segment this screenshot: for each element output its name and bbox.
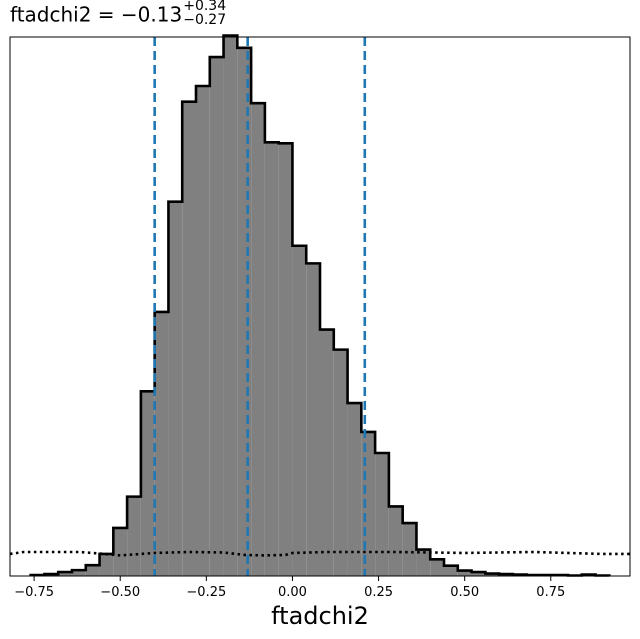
histogram-bar <box>223 35 238 576</box>
title-errors: +0.34 −0.27 <box>183 0 226 27</box>
histogram-bar <box>113 527 128 576</box>
histogram-bar <box>196 86 210 576</box>
title-err-minus: −0.27 <box>183 12 227 28</box>
x-tick-label: 0.25 <box>364 585 393 600</box>
histogram-bar <box>388 506 403 576</box>
title-equals: = <box>91 2 121 27</box>
histogram-bar <box>278 143 293 576</box>
histogram-bar <box>264 142 279 576</box>
x-tick-label: 0.50 <box>450 585 479 600</box>
title-param: ftadchi2 <box>10 2 92 27</box>
histogram-bar <box>168 201 183 576</box>
histogram-bar <box>430 559 444 576</box>
histogram-bar <box>361 431 376 576</box>
histogram-bar <box>471 572 486 576</box>
histogram-bar <box>292 245 307 577</box>
plot-frame <box>9 36 631 577</box>
histogram-bar <box>444 565 458 576</box>
histogram-bar <box>72 570 86 576</box>
title-err-plus: +0.34 <box>183 0 227 14</box>
histogram-bar <box>402 523 417 576</box>
x-tick-label: 0.00 <box>278 585 307 600</box>
title-median: −0.13 <box>120 2 183 27</box>
x-axis-ticks: −0.75 −0.50 −0.25 0.00 0.25 0.50 0.75 <box>14 576 565 600</box>
histogram-bar <box>85 565 100 576</box>
x-axis-label: ftadchi2 <box>271 602 369 630</box>
x-tick-label: −0.75 <box>14 585 54 600</box>
histogram-bar <box>375 453 389 576</box>
x-tick-label: −0.50 <box>100 585 140 600</box>
histogram-bar <box>99 553 114 576</box>
histogram-bar <box>457 570 472 576</box>
histogram-bar <box>251 103 265 577</box>
x-tick-label: 0.75 <box>536 585 565 600</box>
histogram-bars <box>29 34 611 577</box>
histogram-outline <box>29 34 611 577</box>
histogram-bar <box>140 391 155 576</box>
histogram-bar <box>154 311 169 576</box>
histogram-bar <box>320 329 334 576</box>
histogram-bar <box>209 57 224 576</box>
histogram-bar <box>237 47 252 576</box>
prior-curve-layer <box>9 550 630 557</box>
histogram-bar <box>127 496 141 576</box>
x-tick-label: −0.25 <box>186 585 226 600</box>
prior-curve <box>9 550 630 557</box>
histogram-bar <box>416 549 431 576</box>
histogram-bar <box>306 263 320 576</box>
histogram-bar <box>347 403 362 576</box>
chart-title: ftadchi2 = −0.13 +0.34 −0.27 <box>10 0 226 30</box>
histogram-bar <box>182 101 196 577</box>
histogram-bar <box>333 349 348 576</box>
quantile-lines <box>153 37 367 576</box>
histogram-bar <box>58 572 72 576</box>
